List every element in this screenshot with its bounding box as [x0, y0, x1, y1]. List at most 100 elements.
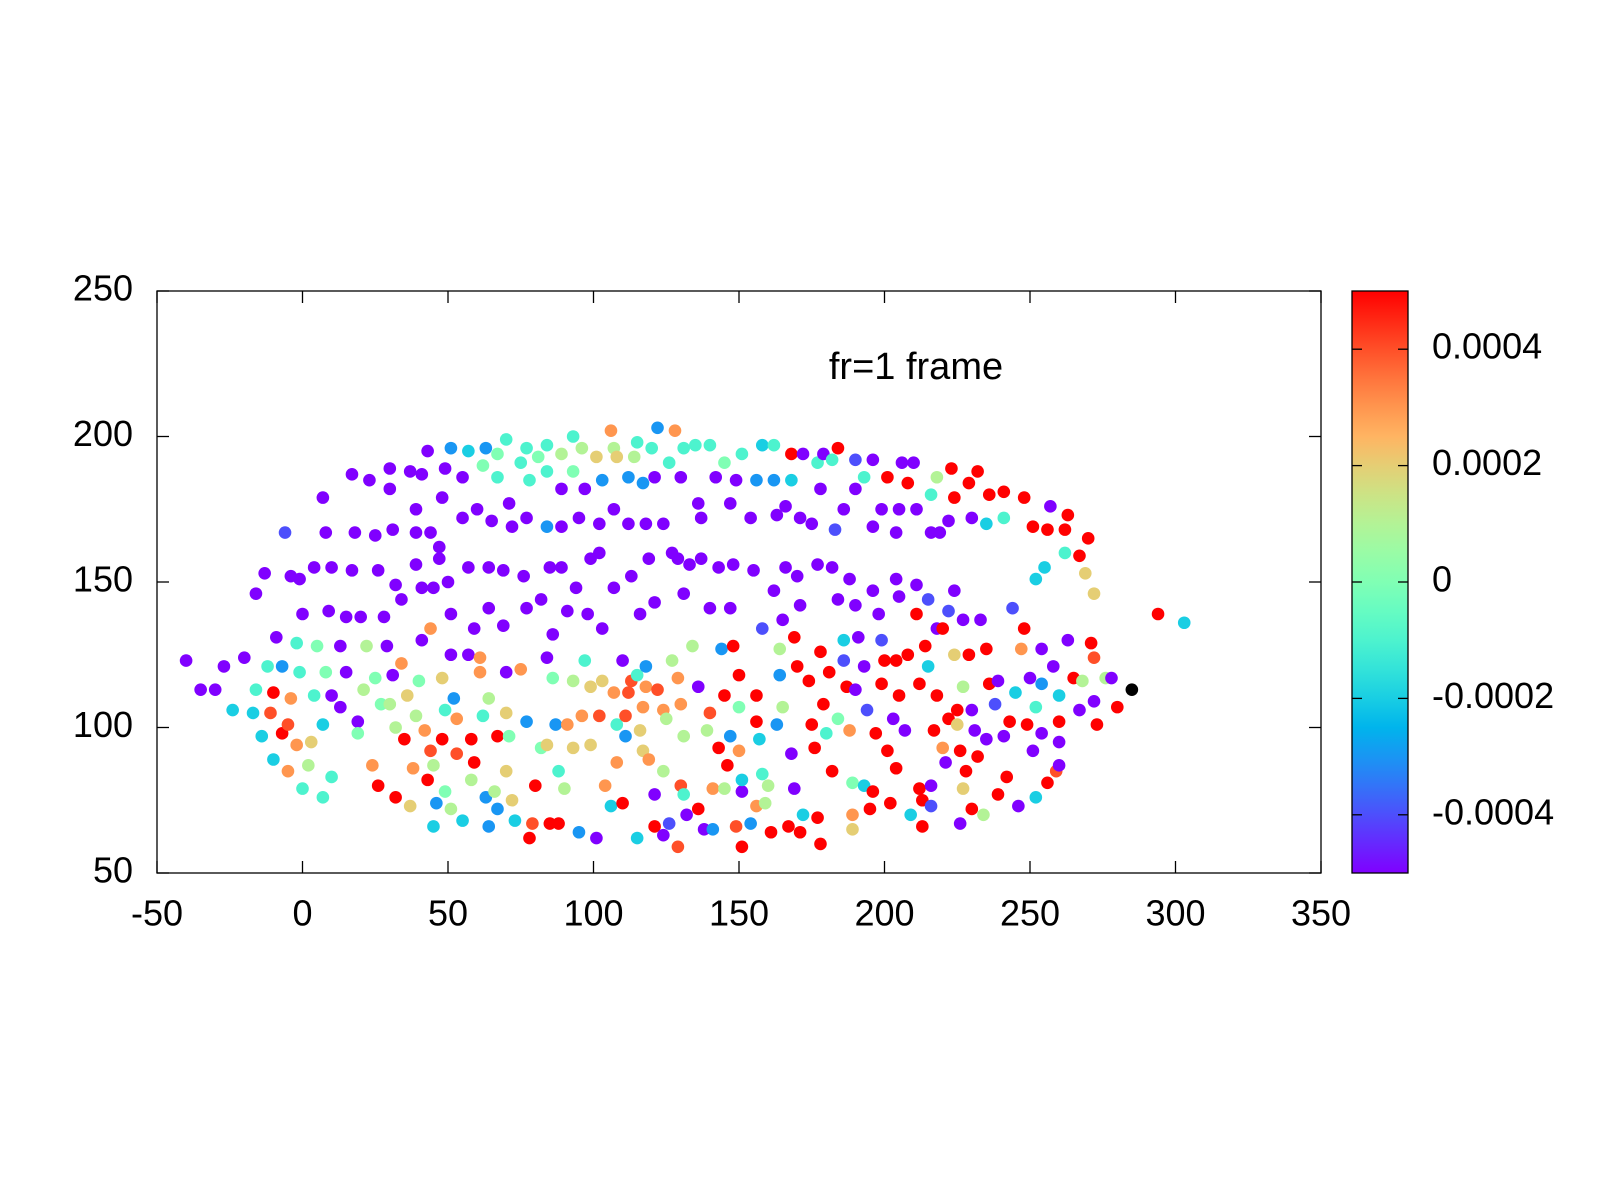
- point: [622, 470, 635, 484]
- point: [825, 764, 839, 778]
- point: [918, 639, 932, 653]
- point: [846, 823, 859, 836]
- point: [549, 718, 562, 731]
- point: [441, 575, 455, 589]
- point: [427, 820, 440, 833]
- point: [933, 526, 947, 539]
- point: [371, 779, 385, 792]
- point: [424, 622, 437, 635]
- point: [1046, 660, 1060, 673]
- point: [982, 488, 996, 502]
- point: [1041, 776, 1054, 790]
- point: [572, 511, 586, 525]
- point: [520, 601, 533, 615]
- point: [1020, 718, 1034, 731]
- point: [1017, 491, 1031, 504]
- point: [456, 814, 469, 827]
- point: [386, 523, 400, 536]
- point: [671, 552, 685, 566]
- plot-frame: [156, 290, 1322, 874]
- point: [595, 674, 609, 688]
- point: [924, 488, 938, 502]
- point: [924, 779, 938, 792]
- point: [590, 450, 603, 464]
- point: [706, 823, 720, 836]
- point: [400, 689, 414, 702]
- point: [805, 718, 819, 731]
- point: [1073, 549, 1086, 563]
- point: [546, 628, 560, 641]
- point: [264, 706, 277, 720]
- point: [889, 526, 903, 539]
- point: [712, 561, 725, 574]
- point: [383, 482, 397, 496]
- point: [593, 709, 606, 723]
- point: [881, 744, 894, 758]
- point: [438, 703, 452, 717]
- point: [633, 607, 647, 621]
- point: [496, 564, 510, 577]
- point: [694, 511, 708, 525]
- point: [412, 674, 426, 688]
- point: [726, 639, 740, 653]
- point: [450, 747, 464, 760]
- x-tick-label: 200: [854, 893, 914, 934]
- point: [691, 680, 705, 694]
- point: [837, 502, 851, 516]
- colorbar-tick-label: 0.0002: [1432, 442, 1542, 483]
- point: [406, 761, 420, 775]
- point: [383, 697, 397, 711]
- point: [747, 564, 760, 577]
- point: [1026, 744, 1040, 758]
- point: [555, 482, 568, 496]
- point: [476, 709, 490, 723]
- point: [479, 441, 493, 455]
- point: [290, 636, 303, 650]
- point: [540, 738, 554, 752]
- point: [514, 663, 528, 676]
- point: [409, 558, 423, 571]
- point: [432, 540, 446, 554]
- point: [732, 700, 746, 714]
- point: [482, 820, 496, 833]
- point: [470, 502, 484, 516]
- point: [377, 610, 391, 624]
- point: [444, 441, 458, 455]
- point: [639, 680, 653, 694]
- point: [473, 665, 487, 679]
- point: [657, 764, 670, 778]
- point: [278, 526, 292, 539]
- point: [846, 776, 859, 790]
- point: [892, 590, 906, 603]
- point: [764, 825, 778, 839]
- point: [296, 782, 309, 795]
- point: [962, 476, 976, 490]
- point: [450, 712, 464, 726]
- point: [325, 689, 338, 702]
- y-tick-label: 150: [73, 559, 133, 600]
- point: [924, 526, 938, 539]
- point: [1125, 683, 1139, 696]
- point: [540, 520, 554, 534]
- point: [345, 564, 359, 577]
- point: [785, 447, 798, 461]
- point: [956, 782, 970, 795]
- point: [793, 511, 807, 525]
- point: [942, 514, 955, 528]
- point: [1111, 700, 1124, 714]
- point: [889, 572, 903, 586]
- y-tick-label: 250: [73, 268, 133, 309]
- point: [526, 817, 539, 830]
- point: [846, 808, 859, 822]
- point: [968, 724, 982, 737]
- point: [482, 561, 496, 574]
- point: [657, 517, 670, 531]
- point: [1105, 671, 1118, 685]
- point: [820, 727, 833, 740]
- point: [179, 654, 193, 667]
- point: [980, 517, 993, 531]
- point: [703, 438, 717, 452]
- point: [831, 712, 845, 726]
- point: [910, 607, 923, 621]
